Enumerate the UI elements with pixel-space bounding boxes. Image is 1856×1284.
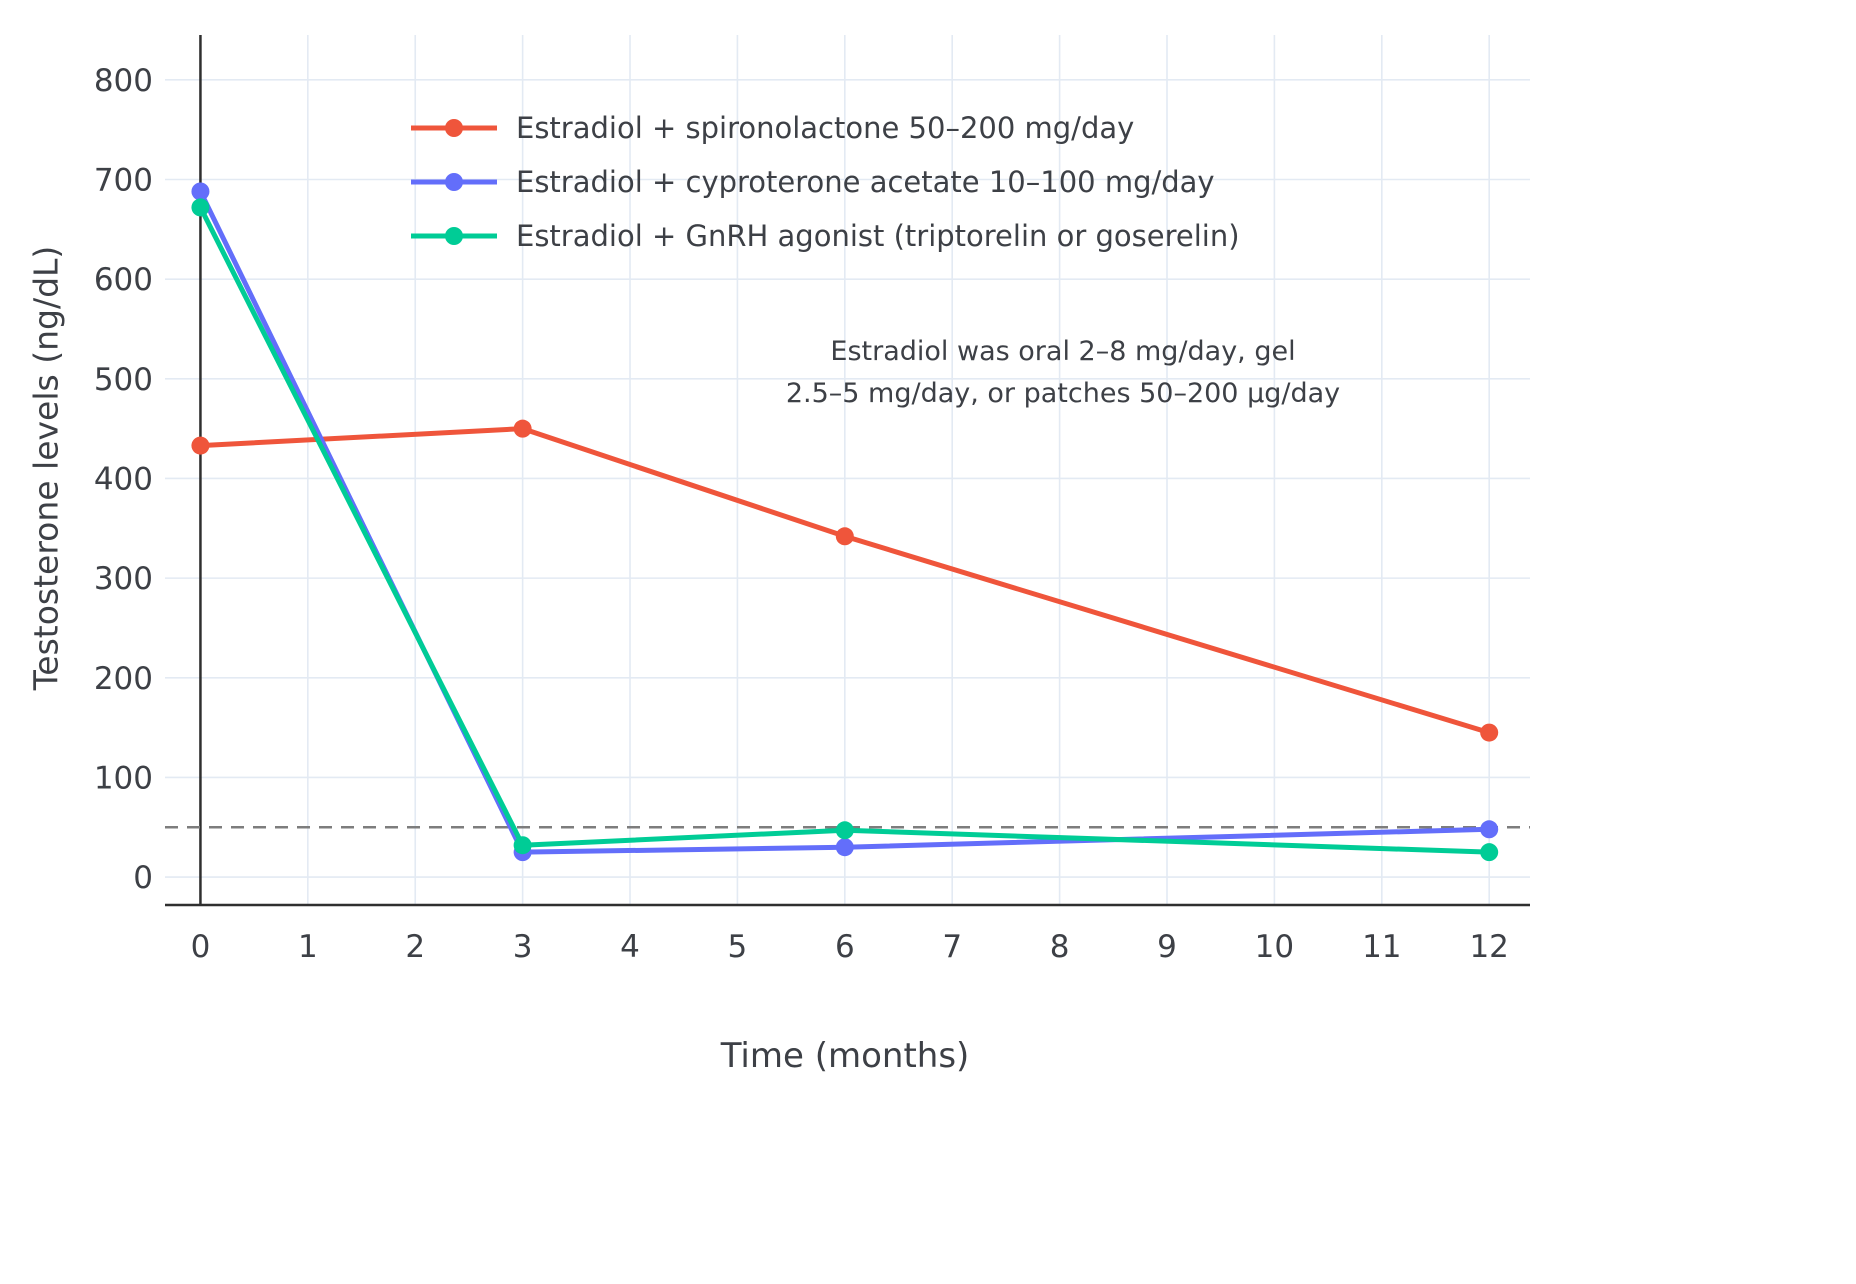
- annotation-line-1: Estradiol was oral 2–8 mg/day, gel: [830, 336, 1296, 367]
- x-tick-label-2: 2: [405, 929, 425, 965]
- legend-item-2: Estradiol + GnRH agonist (triptorelin or…: [408, 209, 1240, 263]
- series-2-marker-0: [191, 198, 210, 217]
- legend-label: Estradiol + GnRH agonist (triptorelin or…: [516, 219, 1240, 253]
- x-tick-label-0: 0: [191, 929, 211, 965]
- legend-item-0: Estradiol + spironolactone 50–200 mg/day: [408, 101, 1240, 155]
- x-axis-title: Time (months): [720, 1036, 970, 1076]
- x-tick-label-9: 9: [1157, 929, 1177, 965]
- y-tick-label-800: 800: [94, 63, 153, 99]
- legend-swatch-icon: [411, 119, 497, 137]
- x-tick-label-6: 6: [835, 929, 855, 965]
- y-tick-label-300: 300: [94, 561, 153, 597]
- y-tick-label-400: 400: [94, 461, 153, 497]
- legend-label: Estradiol + cyproterone acetate 10–100 m…: [516, 165, 1215, 199]
- x-tick-label-4: 4: [620, 929, 640, 965]
- series-0-marker-1: [513, 419, 532, 438]
- y-tick-label-700: 700: [94, 163, 153, 199]
- legend-swatch-icon: [411, 173, 497, 191]
- legend-swatch-icon: [411, 227, 497, 245]
- x-tick-label-5: 5: [728, 929, 748, 965]
- y-axis-title: Testosterone levels (ng/dL): [26, 245, 66, 691]
- y-tick-label-100: 100: [94, 760, 153, 796]
- series-1-marker-2: [835, 838, 854, 857]
- y-tick-label-0: 0: [133, 860, 153, 896]
- x-tick-label-3: 3: [513, 929, 533, 965]
- annotation-line-2: 2.5–5 mg/day, or patches 50–200 µg/day: [785, 378, 1341, 409]
- x-tick-label-1: 1: [298, 929, 318, 965]
- x-tick-label-7: 7: [942, 929, 962, 965]
- series-0-marker-3: [1480, 723, 1499, 742]
- x-tick-label-8: 8: [1050, 929, 1070, 965]
- series-1-marker-0: [191, 182, 210, 201]
- series-1-marker-3: [1480, 820, 1499, 839]
- series-2-marker-3: [1480, 843, 1499, 862]
- series-2-marker-1: [513, 836, 532, 855]
- series-0-marker-2: [835, 527, 854, 546]
- y-tick-label-200: 200: [94, 661, 153, 697]
- series-0-marker-0: [191, 436, 210, 455]
- legend: Estradiol + spironolactone 50–200 mg/day…: [408, 101, 1240, 263]
- x-tick-label-11: 11: [1362, 929, 1401, 965]
- x-tick-label-10: 10: [1255, 929, 1294, 965]
- series-line-2: [197, 204, 1492, 855]
- legend-label: Estradiol + spironolactone 50–200 mg/day: [516, 111, 1135, 145]
- y-tick-label-600: 600: [94, 262, 153, 298]
- series-line-0: [197, 426, 1492, 736]
- series-2-marker-2: [835, 821, 854, 840]
- x-tick-label-12: 12: [1469, 929, 1508, 965]
- y-tick-label-500: 500: [94, 362, 153, 398]
- legend-item-1: Estradiol + cyproterone acetate 10–100 m…: [408, 155, 1240, 209]
- annotation: Estradiol was oral 2–8 mg/day, gel 2.5–5…: [663, 331, 1463, 415]
